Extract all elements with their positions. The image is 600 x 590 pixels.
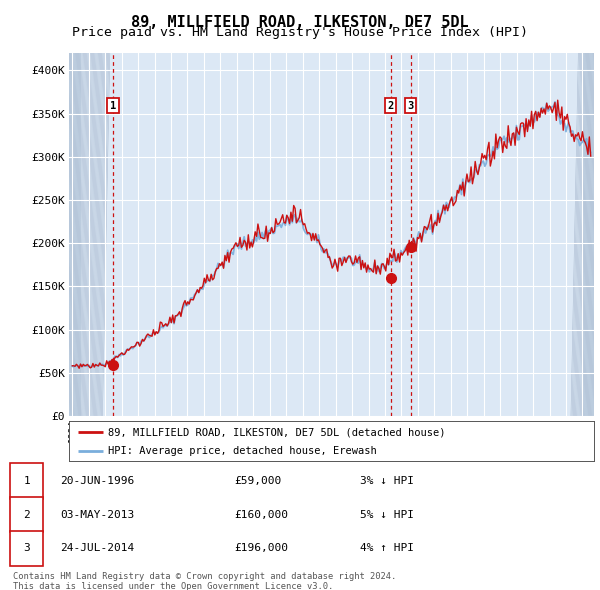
Text: 2: 2 [23,510,30,520]
Text: HPI: Average price, detached house, Erewash: HPI: Average price, detached house, Erew… [109,445,377,455]
Text: This data is licensed under the Open Government Licence v3.0.: This data is licensed under the Open Gov… [13,582,334,590]
Text: 3: 3 [23,543,30,553]
Text: 24-JUL-2014: 24-JUL-2014 [60,543,134,553]
Text: Contains HM Land Registry data © Crown copyright and database right 2024.: Contains HM Land Registry data © Crown c… [13,572,397,581]
Text: 1: 1 [110,101,116,111]
Text: 20-JUN-1996: 20-JUN-1996 [60,476,134,486]
Text: Price paid vs. HM Land Registry's House Price Index (HPI): Price paid vs. HM Land Registry's House … [72,26,528,39]
Text: 4% ↑ HPI: 4% ↑ HPI [360,543,414,553]
Text: 03-MAY-2013: 03-MAY-2013 [60,510,134,520]
Text: £59,000: £59,000 [234,476,281,486]
Text: 89, MILLFIELD ROAD, ILKESTON, DE7 5DL (detached house): 89, MILLFIELD ROAD, ILKESTON, DE7 5DL (d… [109,427,446,437]
Text: 89, MILLFIELD ROAD, ILKESTON, DE7 5DL: 89, MILLFIELD ROAD, ILKESTON, DE7 5DL [131,15,469,30]
Polygon shape [583,53,594,416]
Text: 3% ↓ HPI: 3% ↓ HPI [360,476,414,486]
Text: £196,000: £196,000 [234,543,288,553]
Polygon shape [69,53,80,416]
Text: 5% ↓ HPI: 5% ↓ HPI [360,510,414,520]
Text: 3: 3 [407,101,414,111]
Text: 1: 1 [23,476,30,486]
Text: 2: 2 [388,101,394,111]
Text: £160,000: £160,000 [234,510,288,520]
